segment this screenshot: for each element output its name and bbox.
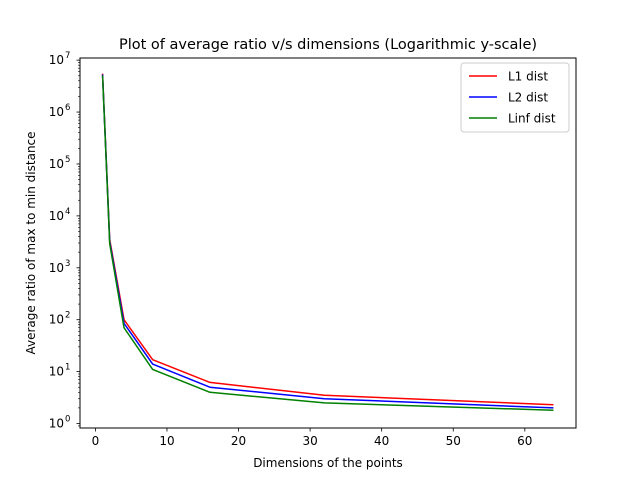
y-axis-label: Average ratio of max to min distance	[24, 131, 38, 354]
y-tick-exponent: 1	[65, 363, 70, 373]
legend-box	[460, 62, 570, 133]
y-tick-label: 10	[49, 313, 64, 327]
x-tick-label: 50	[446, 434, 461, 448]
y-tick-exponent: 2	[65, 311, 70, 321]
x-tick-label: 20	[231, 434, 246, 448]
y-tick-label: 10	[49, 105, 64, 119]
y-tick-exponent: 7	[65, 51, 70, 61]
y-tick-exponent: 4	[65, 207, 70, 217]
series-line-2	[101, 75, 554, 412]
y-tick-label: 10	[49, 417, 64, 431]
y-tick-exponent: 6	[65, 103, 70, 113]
x-axis-label: Dimensions of the points	[253, 456, 403, 470]
y-tick-exponent: 5	[65, 155, 70, 165]
x-tick-label: 30	[302, 434, 317, 448]
x-axis-ticks: 0 10 20 30 40 50 60	[92, 428, 532, 448]
plot-lines	[101, 73, 554, 412]
x-tick-label: 0	[92, 434, 100, 448]
legend-label-2: Linf dist	[508, 112, 556, 126]
y-tick-label: 10	[49, 261, 64, 275]
y-tick-exponent: 0	[65, 415, 70, 425]
y-tick-label: 10	[49, 157, 64, 171]
x-tick-label: 60	[517, 434, 532, 448]
x-tick-label: 40	[374, 434, 389, 448]
chart-title: Plot of average ratio v/s dimensions (Lo…	[119, 37, 537, 53]
x-tick-label: 10	[159, 434, 174, 448]
legend-label-0: L1 dist	[508, 70, 548, 84]
legend: L1 dist L2 dist Linf dist	[460, 62, 570, 133]
y-tick-exponent: 3	[65, 259, 70, 269]
y-tick-label: 10	[49, 53, 64, 67]
legend-label-1: L2 dist	[508, 91, 548, 105]
y-tick-label: 10	[49, 365, 64, 379]
y-tick-label: 10	[49, 209, 64, 223]
